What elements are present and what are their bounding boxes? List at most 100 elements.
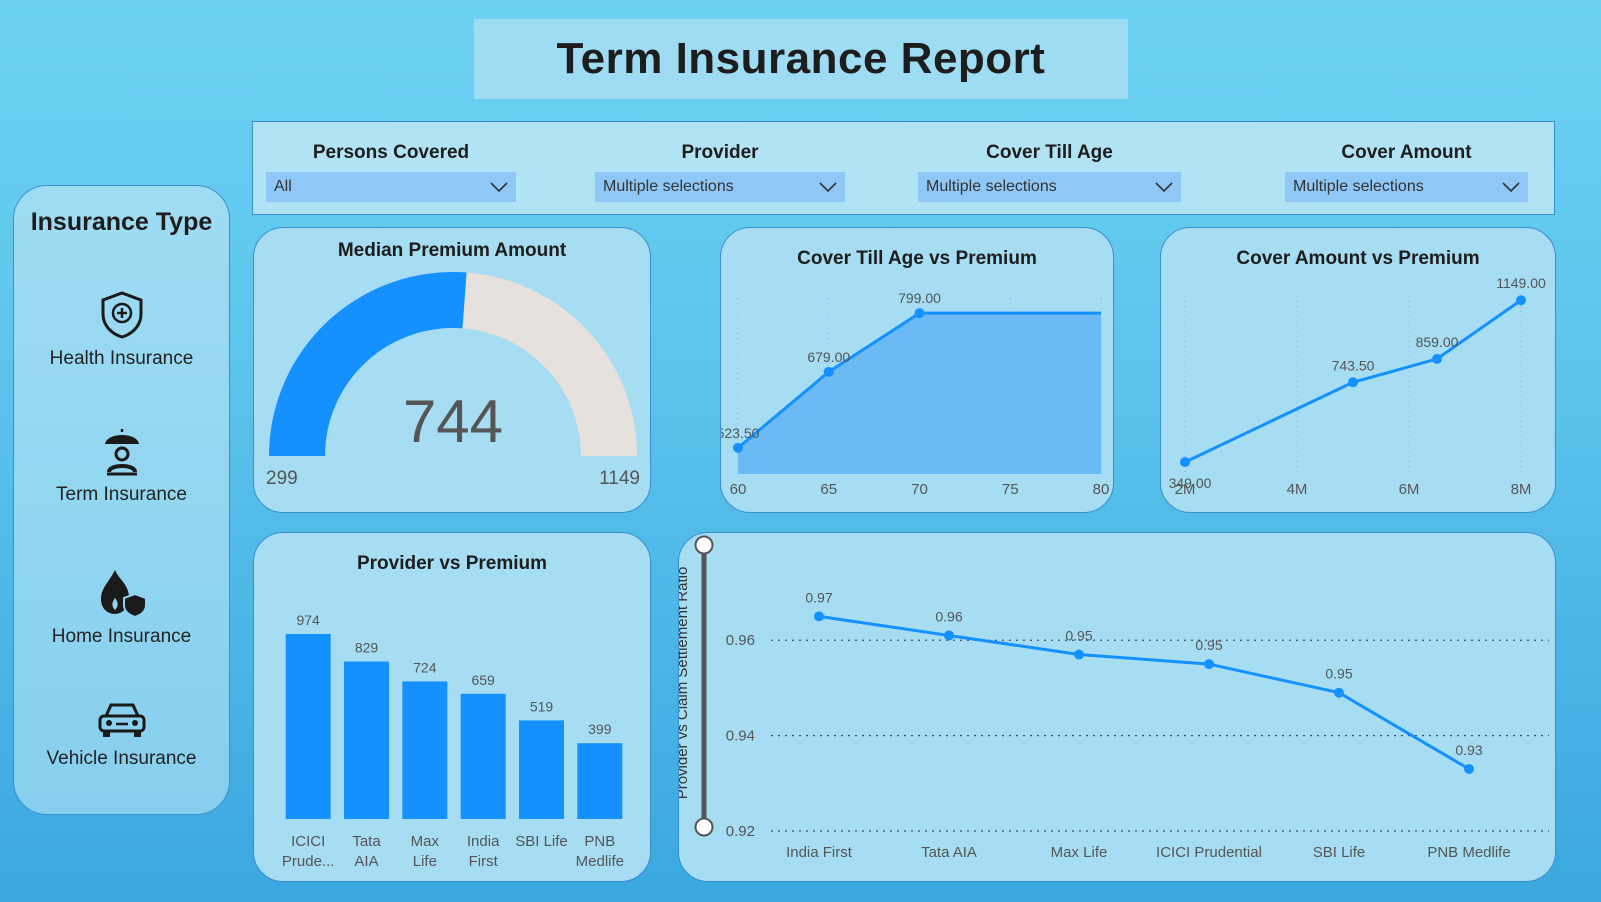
home-insurance-button[interactable]: Home Insurance: [14, 568, 229, 648]
data-point: [1334, 687, 1344, 698]
term-insurance-button[interactable]: Term Insurance: [14, 426, 229, 506]
persons-covered-dropdown[interactable]: All: [266, 172, 516, 202]
insurance-type-panel: Insurance Type Health Insurance Term Ins…: [13, 185, 230, 815]
claim-settlement-card: 0.96 0.94 0.92 0.97 India First 0.96 Tata AIA 0…: [678, 532, 1556, 882]
shield-plus-icon: [101, 291, 142, 339]
provider-value: Multiple selections: [603, 178, 734, 195]
cover-amount-chart-title: Cover Amount vs Premium: [1236, 248, 1480, 269]
data-label: 523.50: [721, 425, 760, 441]
cover-amount-filter: Cover Amount Multiple selections: [1285, 142, 1528, 202]
data-label: 859.00: [1416, 334, 1459, 350]
x-tick-label: 65: [820, 481, 837, 498]
median-premium-gauge: 744 299 1149: [266, 271, 640, 489]
car-icon: [98, 703, 145, 737]
y-tick-label: 0.94: [726, 728, 755, 745]
x-tick-label: AIA: [354, 853, 378, 870]
bar-value-label: 974: [296, 612, 320, 628]
cover-till-age-dropdown[interactable]: Multiple selections: [918, 172, 1181, 202]
data-label: 0.97: [805, 589, 832, 605]
bar-value-label: 399: [588, 721, 612, 737]
claim-settlement-chart: 0.96 0.94 0.92 0.97 India First 0.96 Tata AIA 0…: [679, 535, 1549, 861]
vehicle-insurance-button[interactable]: Vehicle Insurance: [14, 700, 229, 770]
bar: [344, 661, 389, 819]
provider-label: Provider: [681, 142, 759, 163]
bar: [402, 681, 448, 819]
data-point: [914, 308, 925, 319]
x-tick-label: India: [467, 833, 500, 850]
x-tick-label: PNB: [584, 833, 615, 850]
umbrella-person-icon: [104, 429, 139, 476]
bar-value-label: 519: [530, 698, 554, 714]
health-insurance-label: Health Insurance: [49, 348, 194, 369]
gauge-value: 744: [403, 388, 503, 455]
cover-till-age-chart-title: Cover Till Age vs Premium: [797, 248, 1037, 269]
term-insurance-label: Term Insurance: [56, 484, 187, 505]
bar: [285, 633, 331, 819]
x-tick-label: ICICI Prudential: [1156, 844, 1262, 861]
bar: [577, 743, 623, 819]
gauge-max-label: 1149: [599, 468, 640, 489]
data-label: 349.00: [1169, 475, 1212, 491]
data-point: [1432, 353, 1442, 364]
cover-amount-value: Multiple selections: [1293, 178, 1424, 195]
provider-premium-card: Provider vs Premium 974 ICICI Prude... 829 T…: [253, 532, 651, 882]
x-tick-label: Tata AIA: [921, 844, 977, 861]
x-tick-label: ICICI: [291, 833, 325, 850]
report-title-box: Term Insurance Report: [474, 19, 1128, 99]
x-tick-label: Life: [413, 853, 437, 870]
vehicle-insurance-label: Vehicle Insurance: [46, 748, 197, 769]
x-tick-label: Max: [411, 833, 440, 850]
x-tick-label: Medlife: [576, 853, 624, 870]
median-premium-title: Median Premium Amount: [337, 240, 567, 261]
series-line: [818, 614, 1470, 771]
provider-filter: Provider Multiple selections: [595, 142, 845, 202]
x-tick-label: 80: [1093, 481, 1110, 498]
data-point: [944, 630, 954, 641]
x-tick-label: First: [469, 853, 499, 870]
provider-premium-title: Provider vs Premium: [356, 553, 548, 574]
provider-premium-chart: 974 ICICI Prude... 829 Tata AIA 724 Max Life 659 I…: [282, 612, 624, 870]
x-tick-label: Max Life: [1051, 844, 1108, 861]
data-point: [1516, 295, 1526, 306]
data-point: [733, 442, 743, 453]
insurance-type-title: Insurance Type: [30, 208, 213, 236]
x-tick-label: PNB Medlife: [1427, 844, 1510, 861]
data-point: [1204, 659, 1214, 670]
y-tick-label: 0.92: [726, 823, 755, 840]
health-insurance-button[interactable]: Health Insurance: [14, 290, 229, 370]
x-tick-label: Tata: [352, 833, 381, 850]
data-label: 0.93: [1455, 742, 1482, 758]
chevron-down-icon: [819, 182, 837, 192]
cover-till-age-chart-card: Cover Till Age vs Premium 60 65 70 75 80 523.…: [720, 227, 1114, 513]
cover-till-age-chart: 60 65 70 75 80 523.50 679.00 799.00: [721, 290, 1110, 498]
cover-amount-chart: 2M 4M 6M 8M 349.00 743.50 859.00 1149.00: [1169, 275, 1546, 498]
data-point: [1180, 457, 1190, 468]
cover-amount-label: Cover Amount: [1341, 142, 1472, 163]
data-point: [823, 366, 834, 377]
chevron-down-icon: [1502, 182, 1520, 192]
data-point: [1348, 377, 1358, 388]
x-tick-label: 4M: [1287, 481, 1308, 498]
chevron-down-icon: [1155, 182, 1173, 192]
x-tick-label: SBI Life: [1313, 844, 1366, 861]
fire-shield-icon: [100, 570, 147, 618]
y-tick-label: 0.96: [726, 632, 755, 649]
data-label: 1149.00: [1496, 275, 1546, 291]
bar-value-label: 724: [413, 659, 437, 675]
gauge-remaining-arc: [462, 272, 637, 456]
area-fill: [738, 313, 1101, 474]
data-label: 0.96: [935, 608, 962, 624]
data-label: 0.95: [1195, 637, 1222, 653]
data-label: 743.50: [1332, 357, 1375, 373]
bar-value-label: 829: [355, 639, 379, 655]
x-tick-label: 8M: [1511, 481, 1532, 498]
data-point: [1464, 764, 1474, 774]
provider-dropdown[interactable]: Multiple selections: [595, 172, 845, 202]
zoom-slider-bottom-handle[interactable]: [694, 817, 714, 837]
median-premium-card: Median Premium Amount 744 299 1149: [253, 227, 651, 513]
data-point: [1074, 649, 1084, 660]
data-label: 799.00: [898, 290, 941, 306]
cover-amount-dropdown[interactable]: Multiple selections: [1285, 172, 1528, 202]
report-title: Term Insurance Report: [556, 34, 1046, 83]
zoom-slider-top-handle[interactable]: [694, 535, 714, 555]
